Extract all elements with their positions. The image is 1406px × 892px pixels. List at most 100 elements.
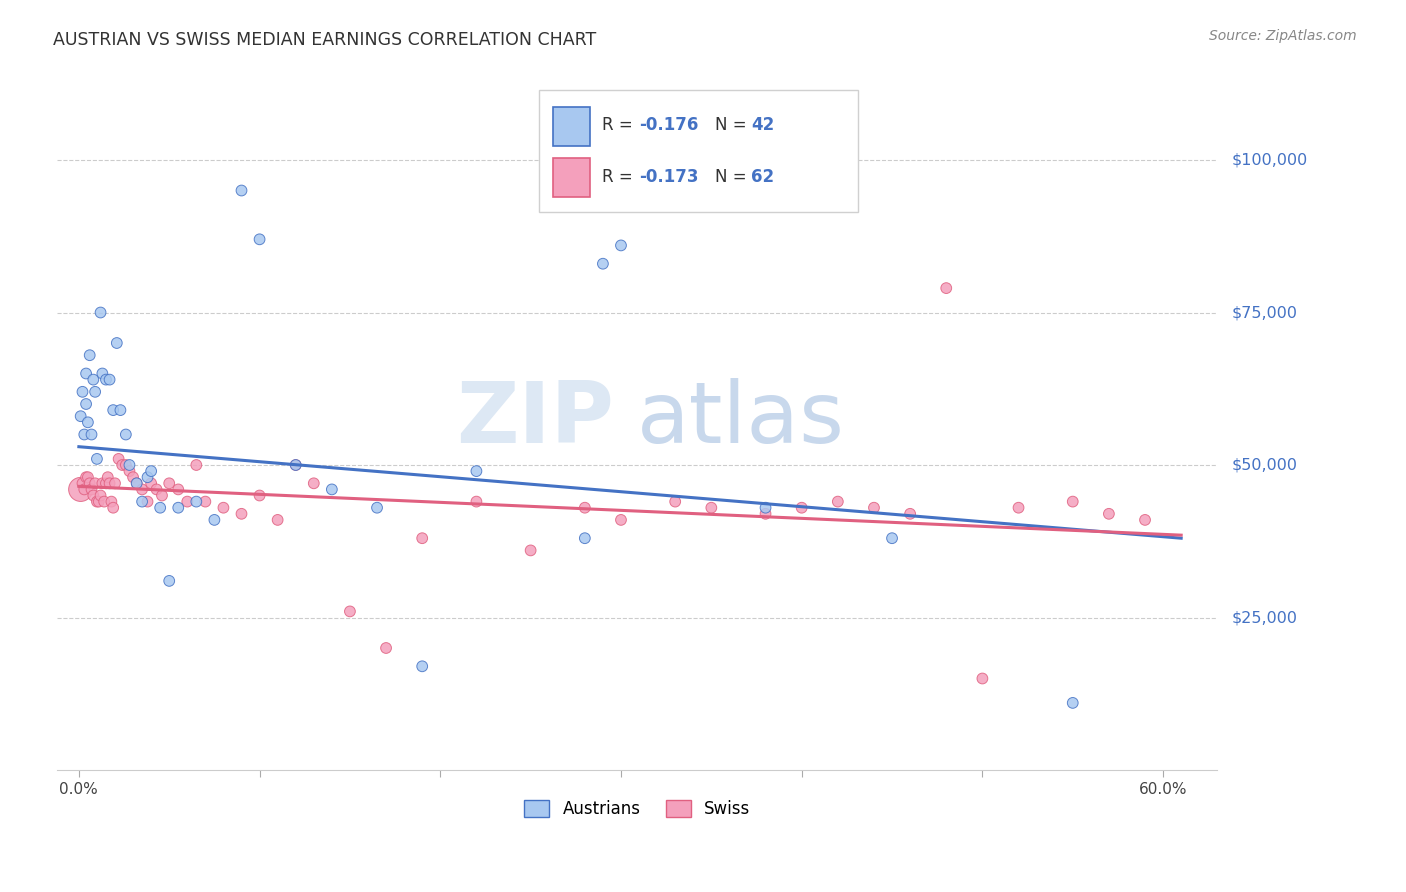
Point xyxy=(103,500,125,515)
Text: $25,000: $25,000 xyxy=(1232,610,1298,625)
Point xyxy=(574,500,596,515)
Text: 62: 62 xyxy=(751,169,775,186)
Text: -0.173: -0.173 xyxy=(640,169,699,186)
Point xyxy=(827,494,849,508)
Point xyxy=(73,427,96,442)
Point xyxy=(118,464,141,478)
Point xyxy=(1098,507,1121,521)
Point xyxy=(136,470,159,484)
Point xyxy=(75,367,97,381)
Point xyxy=(87,494,110,508)
Point xyxy=(284,458,307,472)
Point xyxy=(302,476,325,491)
Point xyxy=(82,489,104,503)
Point xyxy=(790,500,813,515)
Point xyxy=(94,373,117,387)
Point xyxy=(411,659,433,673)
Text: -0.176: -0.176 xyxy=(640,116,699,134)
Point xyxy=(157,574,180,588)
Point xyxy=(167,483,190,497)
Bar xyxy=(553,158,589,197)
Point xyxy=(122,470,145,484)
Point xyxy=(90,489,112,503)
Text: N =: N = xyxy=(716,116,752,134)
Point xyxy=(202,513,225,527)
Point xyxy=(150,489,173,503)
Point xyxy=(574,531,596,545)
Point xyxy=(98,373,121,387)
Text: $75,000: $75,000 xyxy=(1232,305,1298,320)
Point xyxy=(91,367,114,381)
Point xyxy=(115,458,138,472)
Point xyxy=(79,348,101,362)
Point xyxy=(157,476,180,491)
Point xyxy=(75,397,97,411)
Text: 42: 42 xyxy=(751,116,775,134)
Point xyxy=(411,531,433,545)
Point xyxy=(103,403,125,417)
Point xyxy=(131,483,153,497)
Point xyxy=(610,238,633,252)
Point xyxy=(700,500,723,515)
Point xyxy=(90,305,112,319)
Point xyxy=(98,476,121,491)
Text: ZIP: ZIP xyxy=(457,377,614,461)
Point xyxy=(115,427,138,442)
Point xyxy=(79,476,101,491)
Point xyxy=(107,451,129,466)
Point xyxy=(75,470,97,484)
Point xyxy=(77,470,100,484)
Point xyxy=(141,464,163,478)
Text: Source: ZipAtlas.com: Source: ZipAtlas.com xyxy=(1209,29,1357,43)
Point xyxy=(366,500,388,515)
Point xyxy=(266,513,288,527)
Point xyxy=(125,476,148,491)
Point xyxy=(167,500,190,515)
Text: R =: R = xyxy=(602,169,638,186)
Point xyxy=(86,494,108,508)
FancyBboxPatch shape xyxy=(538,89,858,212)
Point xyxy=(519,543,541,558)
Point xyxy=(1062,696,1084,710)
Point xyxy=(231,507,253,521)
Point xyxy=(111,458,134,472)
Point xyxy=(136,494,159,508)
Point xyxy=(212,500,235,515)
Point xyxy=(149,500,172,515)
Point xyxy=(664,494,686,508)
Point xyxy=(249,489,271,503)
Point xyxy=(69,483,91,497)
Point xyxy=(1133,513,1156,527)
Point xyxy=(91,476,114,491)
Point xyxy=(125,476,148,491)
Point xyxy=(321,483,343,497)
Text: N =: N = xyxy=(716,169,752,186)
Point xyxy=(77,415,100,429)
Text: AUSTRIAN VS SWISS MEDIAN EARNINGS CORRELATION CHART: AUSTRIAN VS SWISS MEDIAN EARNINGS CORREL… xyxy=(53,31,596,49)
Point xyxy=(284,458,307,472)
Point xyxy=(465,494,488,508)
Point xyxy=(375,640,398,655)
Point xyxy=(84,384,107,399)
Point xyxy=(100,494,122,508)
Legend: Austrians, Swiss: Austrians, Swiss xyxy=(517,793,756,825)
Point xyxy=(131,494,153,508)
Point xyxy=(80,483,103,497)
Point xyxy=(84,476,107,491)
Point xyxy=(86,451,108,466)
Point xyxy=(754,500,776,515)
Point xyxy=(186,458,208,472)
Point xyxy=(105,336,128,351)
Text: $50,000: $50,000 xyxy=(1232,458,1298,473)
Point xyxy=(231,184,253,198)
Point xyxy=(73,483,96,497)
Point xyxy=(863,500,886,515)
Point xyxy=(1062,494,1084,508)
Text: R =: R = xyxy=(602,116,638,134)
Point xyxy=(176,494,198,508)
Point xyxy=(1007,500,1029,515)
Point xyxy=(186,494,208,508)
Text: $100,000: $100,000 xyxy=(1232,153,1308,168)
Point xyxy=(104,476,127,491)
Bar xyxy=(553,107,589,145)
